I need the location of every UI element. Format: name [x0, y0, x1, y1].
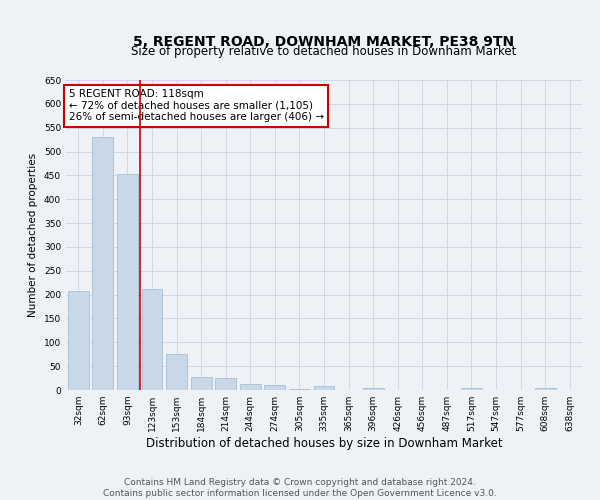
Bar — [289, 388, 310, 390]
Bar — [166, 354, 187, 390]
Title: Size of property relative to detached houses in Downham Market: Size of property relative to detached ho… — [131, 45, 517, 58]
Text: 5 REGENT ROAD: 118sqm
← 72% of detached houses are smaller (1,105)
26% of semi-d: 5 REGENT ROAD: 118sqm ← 72% of detached … — [68, 90, 323, 122]
Y-axis label: Number of detached properties: Number of detached properties — [28, 153, 38, 317]
Bar — [535, 388, 556, 390]
Bar — [92, 137, 113, 390]
Bar — [68, 292, 89, 390]
Bar — [461, 388, 482, 390]
Bar — [191, 377, 212, 390]
Bar — [265, 385, 286, 390]
X-axis label: Distribution of detached houses by size in Downham Market: Distribution of detached houses by size … — [146, 437, 502, 450]
Text: 5, REGENT ROAD, DOWNHAM MARKET, PE38 9TN: 5, REGENT ROAD, DOWNHAM MARKET, PE38 9TN — [133, 35, 515, 49]
Bar — [314, 386, 334, 390]
Bar — [117, 174, 138, 390]
Bar — [215, 378, 236, 390]
Bar — [240, 384, 261, 390]
Text: Contains HM Land Registry data © Crown copyright and database right 2024.
Contai: Contains HM Land Registry data © Crown c… — [103, 478, 497, 498]
Bar — [142, 289, 163, 390]
Bar — [362, 388, 383, 390]
